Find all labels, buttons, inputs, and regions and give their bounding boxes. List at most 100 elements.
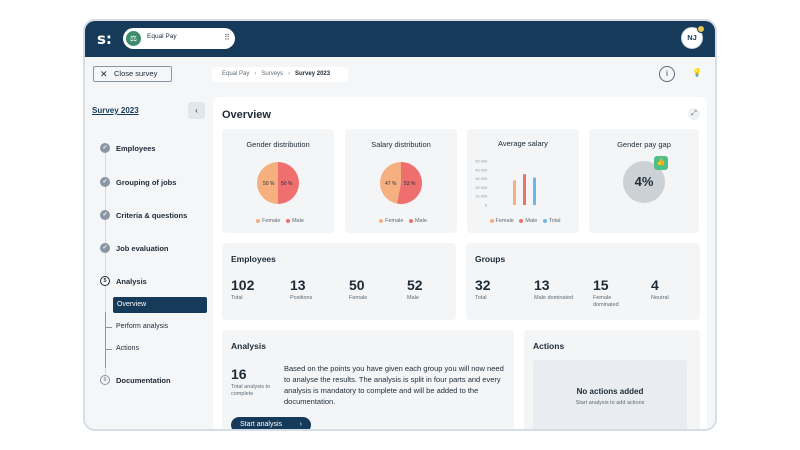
stat-positions: 13 Positions xyxy=(290,277,312,302)
gender-pie: 50 % 50 % xyxy=(257,162,299,204)
breadcrumb-surveys[interactable]: Surveys xyxy=(261,71,284,77)
y-tick-label: 20 000 xyxy=(475,186,487,190)
card-title: Average salary xyxy=(498,139,548,148)
section-title: Analysis xyxy=(231,341,266,351)
close-survey-label: Close survey xyxy=(114,69,158,78)
step-label: Job evaluation xyxy=(116,244,169,253)
app-window: s: ⚖ Equal Pay ⠿ NJ ✕ Close survey Equal… xyxy=(83,19,717,431)
pie-slice-female xyxy=(380,162,401,204)
y-tick-label: 10 000 xyxy=(475,195,487,199)
collapse-sidebar-button[interactable]: ‹ xyxy=(188,102,205,119)
step-label: Analysis xyxy=(116,277,147,286)
card-title: Gender distribution xyxy=(246,140,310,149)
breadcrumb-equal-pay[interactable]: Equal Pay xyxy=(222,71,250,77)
check-icon: ✓ xyxy=(100,210,110,220)
salary-distribution-card: Salary distribution 47 % 53 % Female Mal… xyxy=(345,129,457,233)
substep-perform-analysis[interactable]: Perform analysis xyxy=(105,319,168,335)
stat-value: 50 xyxy=(349,277,365,293)
analysis-card: Analysis 16 Total analysis to complete B… xyxy=(222,330,514,429)
check-icon: ✓ xyxy=(100,243,110,253)
legend-male: Male xyxy=(291,218,304,224)
notification-dot xyxy=(697,25,705,33)
legend-female: Female xyxy=(495,218,514,224)
apps-grid-icon[interactable]: ⠿ xyxy=(224,33,230,42)
stat-value: 13 xyxy=(534,277,550,293)
stat-female: 50 Female xyxy=(349,277,367,302)
card-title: Salary distribution xyxy=(371,140,431,149)
average-salary-bar-chart: 50 000 40 000 30 000 20 000 10 000 0 xyxy=(475,160,536,208)
app-name: Equal Pay xyxy=(147,33,177,40)
legend-total: Total xyxy=(548,218,561,224)
bar-female xyxy=(513,180,516,205)
stat-male: 52 Male xyxy=(407,277,423,302)
legend-male: Male xyxy=(414,218,427,224)
section-title: Groups xyxy=(475,254,506,264)
empty-state-title: No actions added xyxy=(576,387,644,396)
substep-label: Perform analysis xyxy=(116,323,169,330)
step-number: 5 xyxy=(100,276,110,286)
check-icon: ✓ xyxy=(100,177,110,187)
expand-icon[interactable]: ⤢ xyxy=(688,108,700,120)
legend-dot-male xyxy=(408,218,413,223)
close-survey-button[interactable]: ✕ Close survey xyxy=(93,66,172,82)
stat-label: Total xyxy=(231,295,243,301)
card-title: Gender pay gap xyxy=(617,140,671,149)
legend-female: Female xyxy=(385,218,404,224)
legend: Female Male xyxy=(222,218,334,224)
average-salary-card: Average salary 50 000 40 000 30 000 20 000 1… xyxy=(467,129,579,233)
avatar-initials: NJ xyxy=(687,33,697,42)
substep-tick xyxy=(105,349,112,350)
stat-value: 4 xyxy=(651,277,659,293)
pie-label-female: 50 % xyxy=(263,181,275,187)
stat-label: Male dominated xyxy=(534,295,574,301)
legend: Female Male Total xyxy=(467,218,579,224)
stat-total: 32 Total xyxy=(475,277,491,302)
thumbs-up-icon: 👍 xyxy=(654,156,668,170)
legend-dot-male xyxy=(285,218,290,223)
stat-label: Positions xyxy=(290,295,313,301)
stat-value: 13 xyxy=(290,277,306,293)
chevron-left-icon: ‹ xyxy=(195,106,198,115)
survey-link[interactable]: Survey 2023 xyxy=(92,106,139,115)
actions-card: Actions No actions added Start analysis … xyxy=(524,330,700,429)
y-tick-label: 0 xyxy=(485,204,487,208)
stat-neutral: 4 Neutral xyxy=(651,277,669,302)
user-avatar[interactable]: NJ xyxy=(681,25,705,49)
check-icon: ✓ xyxy=(100,143,110,153)
legend: Female Male xyxy=(345,218,457,224)
substep-label: Actions xyxy=(116,345,139,352)
legend-dot-female xyxy=(256,218,261,223)
sidebar: Survey 2023 ‹ ✓ Employees ✓ Grouping of … xyxy=(85,91,210,429)
close-icon: ✕ xyxy=(100,69,108,79)
employees-card: Employees 102 Total 13 Positions 50 Female … xyxy=(222,243,456,320)
empty-state-subtitle: Start analysis to add actions xyxy=(575,400,645,406)
steps-connector xyxy=(105,146,106,381)
stat-value: 52 xyxy=(407,277,423,293)
scale-icon: ⚖ xyxy=(126,31,141,46)
stat-value: 15 xyxy=(593,277,609,293)
app-switcher[interactable]: ⚖ Equal Pay ⠿ xyxy=(123,28,235,49)
substep-actions[interactable]: Actions xyxy=(105,341,139,357)
start-analysis-button[interactable]: Start analysis › xyxy=(231,417,311,429)
main-panel: Overview ⤢ Gender distribution 50 % 50 %… xyxy=(213,97,707,429)
pie-slice-male xyxy=(397,162,422,204)
gender-distribution-card: Gender distribution 50 % 50 % Female Mal… xyxy=(222,129,334,233)
stat-male-dominated: 13 Male dominated xyxy=(534,277,574,302)
step-label: Employees xyxy=(116,144,156,153)
app-logo[interactable]: s: xyxy=(97,30,112,48)
chevron-right-icon: › xyxy=(288,71,291,77)
step-label: Criteria & questions xyxy=(116,211,188,220)
stat-value: 32 xyxy=(475,277,491,293)
stat-label: Male xyxy=(407,295,419,301)
analysis-description: Based on the points you have given each … xyxy=(284,364,504,406)
bar-total xyxy=(533,177,536,205)
groups-card: Groups 32 Total 13 Male dominated 15 Female… xyxy=(466,243,700,320)
substep-overview[interactable]: Overview xyxy=(113,297,207,313)
gender-pay-gap-card: Gender pay gap 4% 👍 xyxy=(589,129,699,233)
pie-label-male: 53 % xyxy=(404,181,416,187)
lightbulb-icon[interactable]: 💡 xyxy=(692,68,702,77)
chevron-right-icon: › xyxy=(254,71,257,77)
top-bar: s: ⚖ Equal Pay ⠿ NJ xyxy=(85,21,715,57)
info-icon[interactable]: i xyxy=(659,66,675,82)
salary-pie: 47 % 53 % xyxy=(380,162,422,204)
